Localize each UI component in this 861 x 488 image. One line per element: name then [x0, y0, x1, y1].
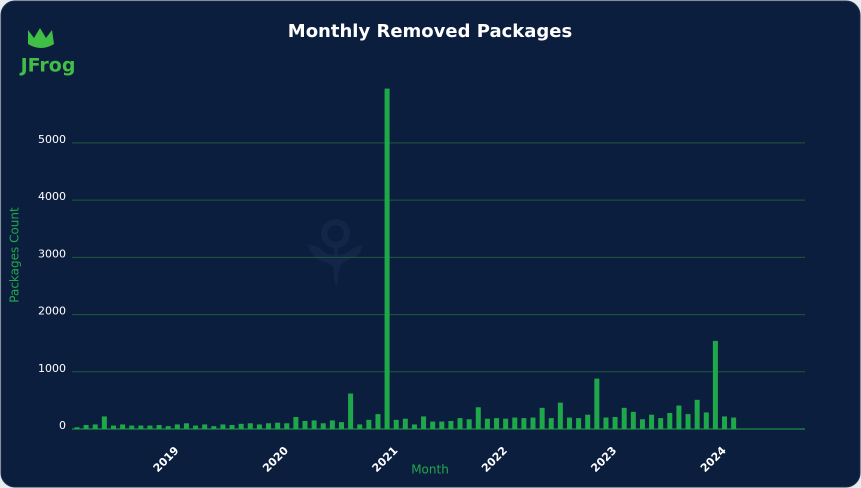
bar — [384, 88, 390, 429]
bar — [512, 417, 518, 429]
bar — [539, 407, 545, 429]
bar — [174, 424, 180, 429]
bar — [722, 416, 728, 429]
bar — [129, 425, 135, 429]
bar — [329, 420, 335, 429]
bar — [621, 407, 627, 429]
bar — [585, 414, 591, 429]
y-tick-label: 3000 — [38, 247, 66, 260]
bar — [603, 417, 609, 429]
bar — [211, 426, 217, 429]
bar — [594, 378, 600, 429]
y-tick-label: 2000 — [38, 305, 66, 318]
y-tick-label: 0 — [59, 419, 66, 432]
bar — [302, 420, 308, 429]
bar — [92, 424, 98, 429]
bar — [256, 424, 262, 429]
bar — [266, 423, 272, 429]
bar — [229, 424, 235, 429]
y-tick-label: 5000 — [38, 133, 66, 146]
bar — [457, 418, 463, 429]
bar — [557, 402, 563, 429]
bar — [676, 405, 682, 429]
bar — [694, 399, 700, 429]
bar — [658, 418, 664, 429]
bar — [639, 419, 645, 429]
bar — [649, 414, 655, 429]
bar — [375, 414, 381, 429]
chart-title: Monthly Removed Packages — [288, 21, 572, 42]
bar — [712, 340, 718, 429]
logo: JFrog — [19, 28, 76, 77]
bar — [348, 393, 354, 429]
bar — [165, 426, 171, 429]
bar — [320, 423, 326, 429]
bar — [448, 420, 454, 429]
bar — [484, 418, 490, 429]
bar — [475, 407, 481, 429]
y-tick-label: 4000 — [38, 190, 66, 203]
bar — [156, 424, 162, 429]
bar — [247, 423, 253, 429]
brand: JFrog — [19, 55, 76, 77]
bar — [338, 422, 344, 429]
bar — [612, 416, 618, 429]
bar — [220, 424, 226, 429]
bar — [357, 424, 363, 429]
bar — [421, 416, 427, 429]
bar — [74, 427, 80, 429]
bar — [293, 416, 299, 429]
bar — [566, 417, 572, 429]
bar — [311, 420, 317, 429]
bar — [83, 424, 89, 429]
x-axis-label: Month — [411, 463, 449, 477]
bar — [494, 418, 500, 429]
bar — [731, 417, 737, 429]
bar — [548, 418, 554, 429]
bar — [202, 424, 208, 429]
bar — [284, 423, 290, 429]
bar — [120, 424, 126, 429]
bar — [466, 419, 472, 429]
bar — [275, 422, 281, 429]
bar — [193, 425, 199, 429]
bar — [439, 421, 445, 429]
bar — [183, 423, 189, 429]
bar — [238, 423, 244, 429]
bar — [393, 419, 399, 429]
bar — [110, 425, 116, 429]
bar — [503, 418, 509, 429]
bar — [147, 425, 153, 429]
bar — [576, 418, 582, 429]
bar — [521, 418, 527, 429]
bar — [402, 418, 408, 429]
bar — [411, 424, 417, 429]
bar — [138, 425, 144, 429]
bar — [685, 414, 691, 429]
bar — [530, 417, 536, 429]
bar — [101, 416, 107, 429]
watermark: ⚘ — [295, 202, 376, 307]
bar — [630, 411, 636, 429]
y-axis-label: Packages Count — [8, 207, 22, 303]
y-tick-label: 1000 — [38, 362, 66, 375]
bar — [703, 412, 709, 429]
bar — [667, 412, 673, 429]
bar — [366, 419, 372, 429]
bar — [430, 421, 436, 429]
